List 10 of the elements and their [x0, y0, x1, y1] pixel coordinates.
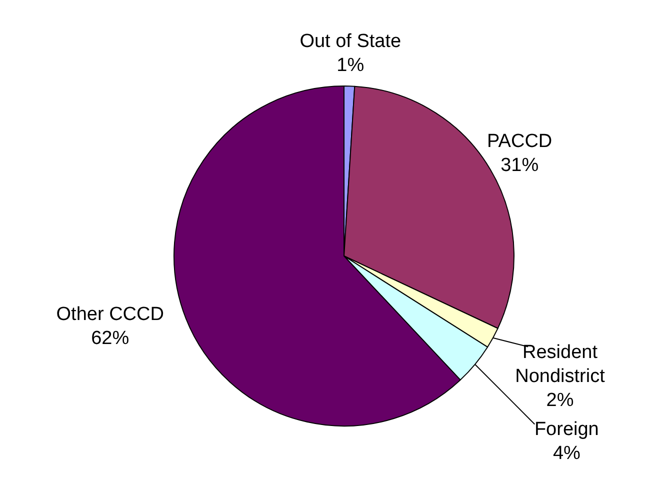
data-label: 31% — [500, 155, 539, 176]
slice-label: Foreign — [534, 419, 599, 440]
slice-label: PACCD — [487, 131, 552, 152]
slice-label: Resident Nondistrict — [515, 342, 606, 387]
data-label: 62% — [91, 328, 130, 349]
data-label: 1% — [336, 55, 364, 76]
slice-label: Out of State — [300, 31, 402, 52]
slice-label: Other CCCD — [56, 304, 164, 325]
data-label: 2% — [546, 390, 574, 411]
data-label: 4% — [552, 443, 581, 464]
